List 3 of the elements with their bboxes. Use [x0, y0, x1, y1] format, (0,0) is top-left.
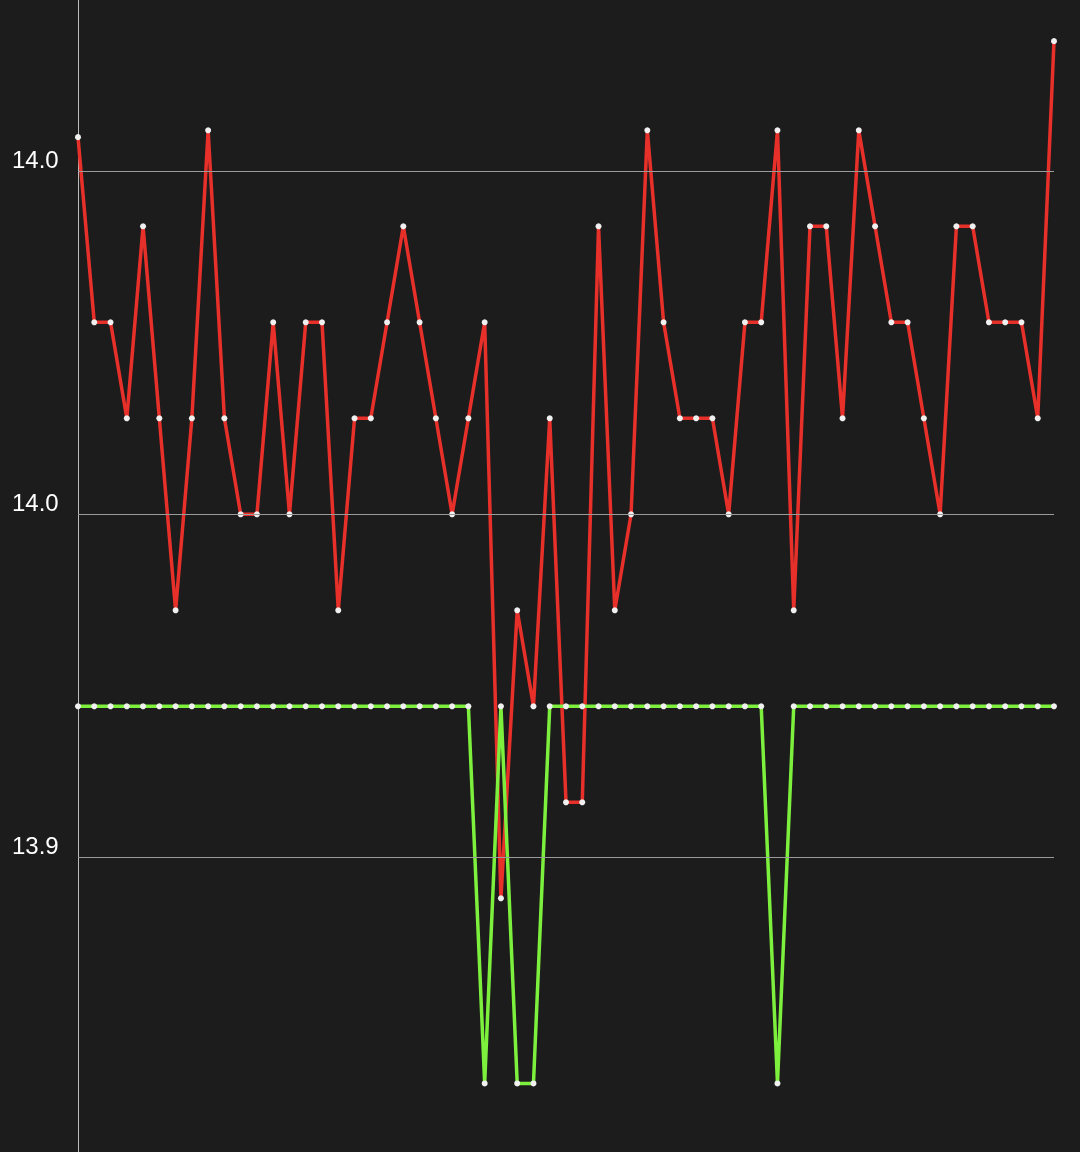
- y-tick-label: 14.0: [12, 488, 59, 516]
- y-tick-label: 14.0: [12, 145, 59, 173]
- y-tick-label: 13.9: [12, 831, 59, 859]
